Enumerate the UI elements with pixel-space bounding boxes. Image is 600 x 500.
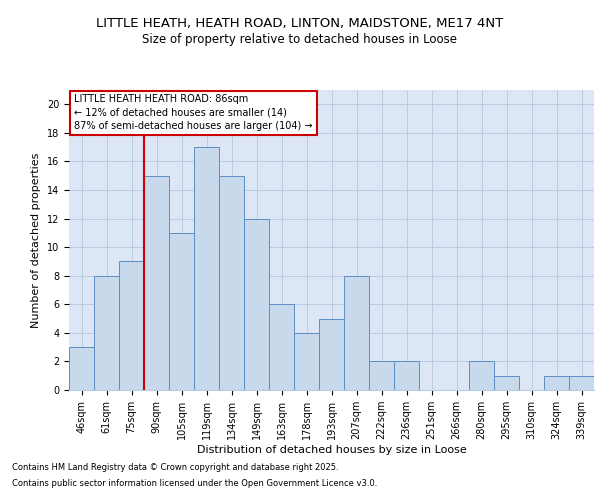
Bar — [469, 362, 494, 390]
Bar — [244, 218, 269, 390]
Bar — [194, 147, 219, 390]
Bar — [394, 362, 419, 390]
Bar — [494, 376, 519, 390]
Text: Contains public sector information licensed under the Open Government Licence v3: Contains public sector information licen… — [12, 478, 377, 488]
Bar — [94, 276, 119, 390]
Bar — [544, 376, 569, 390]
Text: Contains HM Land Registry data © Crown copyright and database right 2025.: Contains HM Land Registry data © Crown c… — [12, 464, 338, 472]
Bar — [569, 376, 594, 390]
Bar — [69, 347, 94, 390]
Bar — [169, 233, 194, 390]
Bar — [294, 333, 319, 390]
Bar — [369, 362, 394, 390]
Text: Size of property relative to detached houses in Loose: Size of property relative to detached ho… — [143, 32, 458, 46]
X-axis label: Distribution of detached houses by size in Loose: Distribution of detached houses by size … — [197, 445, 466, 455]
Bar — [344, 276, 369, 390]
Bar — [144, 176, 169, 390]
Text: LITTLE HEATH, HEATH ROAD, LINTON, MAIDSTONE, ME17 4NT: LITTLE HEATH, HEATH ROAD, LINTON, MAIDST… — [97, 18, 503, 30]
Bar — [269, 304, 294, 390]
Text: LITTLE HEATH HEATH ROAD: 86sqm
← 12% of detached houses are smaller (14)
87% of : LITTLE HEATH HEATH ROAD: 86sqm ← 12% of … — [74, 94, 313, 131]
Bar — [219, 176, 244, 390]
Y-axis label: Number of detached properties: Number of detached properties — [31, 152, 41, 328]
Bar — [319, 318, 344, 390]
Bar — [119, 262, 144, 390]
